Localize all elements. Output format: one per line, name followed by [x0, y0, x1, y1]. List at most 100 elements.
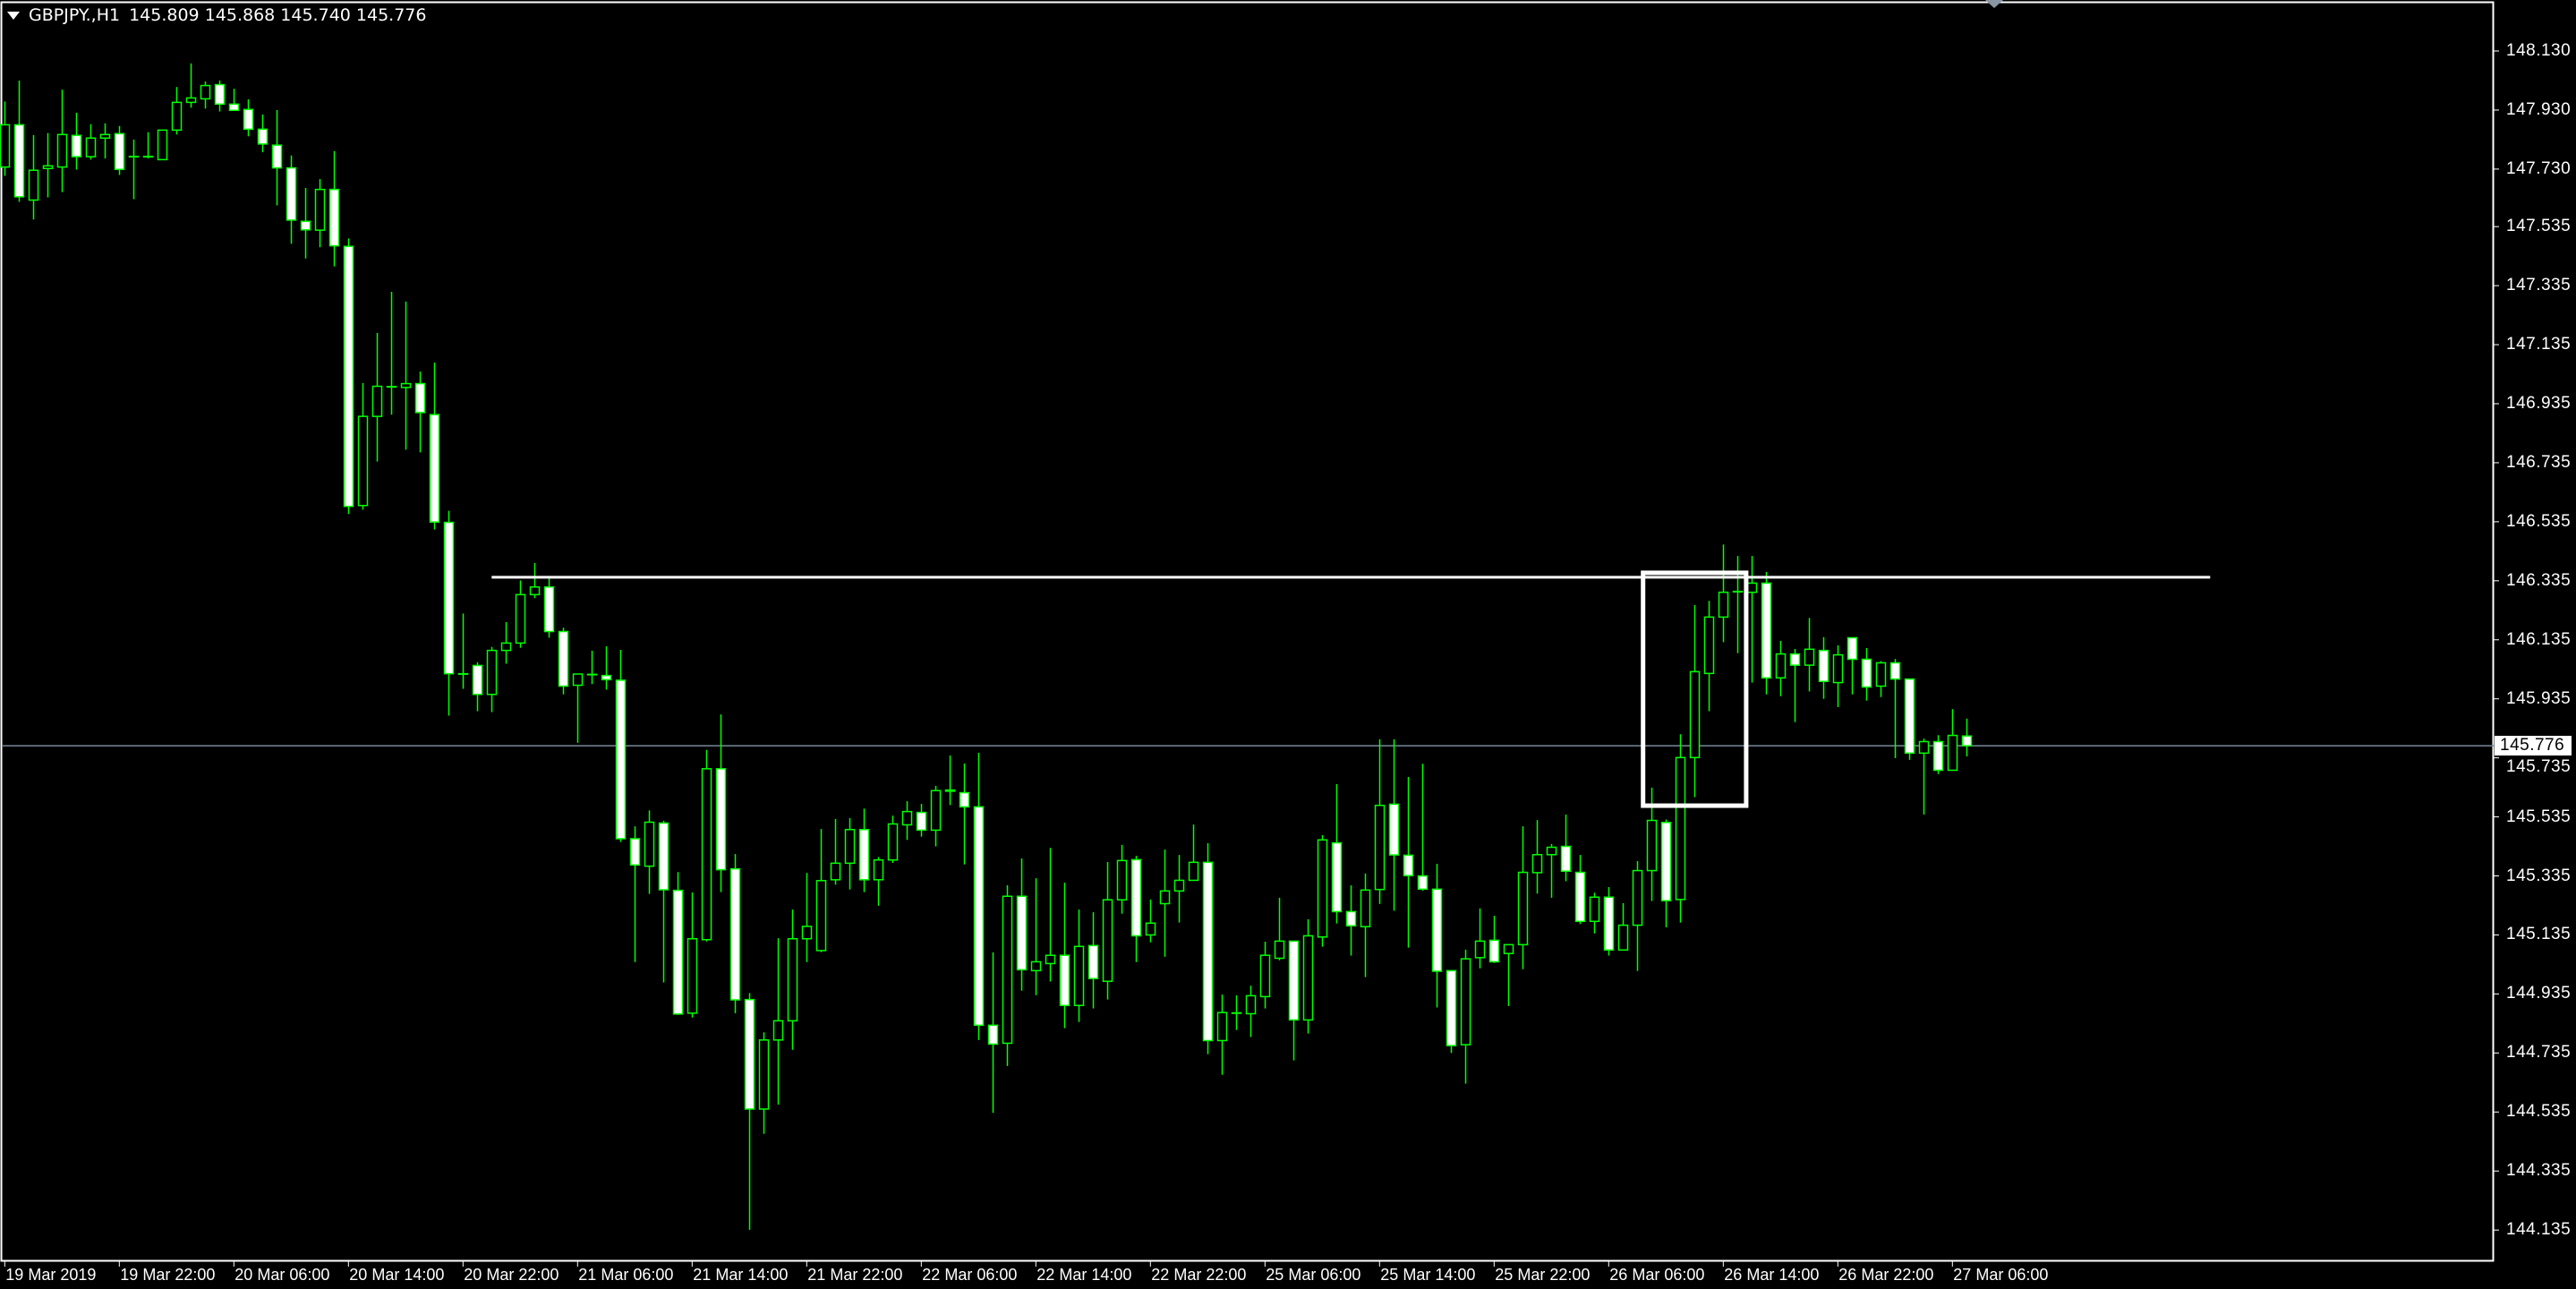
- candle: [572, 673, 584, 743]
- candle-body-bearish: [858, 828, 870, 881]
- candle: [443, 510, 455, 716]
- candle-body-bullish: [1073, 945, 1085, 1006]
- time-tick-label: 22 Mar 14:00: [1036, 1266, 1132, 1284]
- candle-body-bearish: [1331, 841, 1343, 913]
- candle: [114, 125, 125, 175]
- candle-body-bullish: [200, 84, 211, 100]
- price-tick-label: 144.735: [2506, 1043, 2572, 1063]
- candle-body-bearish: [1818, 649, 1830, 682]
- dropdown-triangle-icon[interactable]: [7, 11, 20, 20]
- candle-body-bullish: [887, 823, 899, 861]
- candle-body-bearish: [1932, 740, 1944, 772]
- candle-body-bearish: [1560, 845, 1572, 872]
- candle-body-bearish: [916, 811, 927, 832]
- time-tick-label: 21 Mar 14:00: [693, 1266, 789, 1284]
- candle-body-bearish: [414, 382, 426, 414]
- candle: [1159, 849, 1171, 957]
- candle: [1216, 994, 1228, 1075]
- candle: [858, 808, 870, 892]
- highlight-rectangle[interactable]: [1641, 570, 1749, 808]
- candle-body-bullish: [1188, 861, 1199, 882]
- candle: [1703, 601, 1715, 712]
- price-tick-label: 147.335: [2506, 276, 2572, 295]
- candle-body-bearish: [243, 108, 254, 131]
- candle: [1045, 848, 1056, 982]
- time-tick-label: 19 Mar 22:00: [120, 1266, 216, 1284]
- candle: [1245, 986, 1257, 1037]
- candle: [314, 179, 326, 248]
- time-tick-label: 20 Mar 22:00: [464, 1266, 559, 1284]
- candle-body-bearish: [1431, 888, 1443, 972]
- candle-body-bullish: [1173, 879, 1185, 892]
- candle: [515, 580, 526, 648]
- candle-body-bearish: [715, 768, 727, 871]
- candle: [830, 818, 841, 885]
- candle-body-bullish: [1689, 670, 1701, 759]
- candle: [1202, 842, 1214, 1054]
- candle-body-bullish: [1145, 922, 1156, 936]
- candle-body-bearish: [114, 132, 125, 170]
- symbol-timeframe: GBPJPY.,H1: [29, 5, 121, 25]
- candle-body-bullish: [486, 649, 498, 696]
- candle-body-bearish: [443, 521, 455, 675]
- candle: [71, 112, 82, 170]
- candle: [1789, 648, 1801, 722]
- candle-body-bearish: [1732, 590, 1744, 593]
- candle-body-bearish: [729, 867, 741, 1001]
- price-tick-label: 145.335: [2506, 866, 2572, 885]
- candle-body-bearish: [1847, 636, 1858, 661]
- price-tick-label: 144.935: [2506, 984, 2572, 1003]
- candle-body-bullish: [1216, 1012, 1228, 1042]
- candle-body-bearish: [13, 124, 25, 198]
- candle: [214, 80, 226, 112]
- chart-header: GBPJPY.,H1 145.809 145.868 145.740 145.7…: [7, 5, 426, 25]
- candle: [758, 1032, 770, 1134]
- candle: [701, 749, 712, 942]
- candle: [271, 109, 283, 206]
- candle-body-bearish: [1059, 954, 1070, 1006]
- candle: [1474, 908, 1486, 969]
- time-tick-label: 25 Mar 06:00: [1266, 1266, 1361, 1284]
- candle-body-bullish: [1030, 960, 1042, 972]
- candle-body-bearish: [629, 838, 641, 866]
- candle: [629, 826, 641, 962]
- time-tick-label: 27 Mar 06:00: [1953, 1266, 2049, 1284]
- candle-body-bullish: [1703, 616, 1715, 675]
- candle-body-bullish: [357, 415, 369, 507]
- price-tick-label: 144.335: [2506, 1161, 2572, 1181]
- chart-shift-marker-icon[interactable]: [1985, 0, 2003, 8]
- time-tick-label: 26 Mar 22:00: [1838, 1266, 1934, 1284]
- price-tick-label: 147.535: [2506, 217, 2572, 236]
- candle: [1331, 783, 1343, 924]
- candle: [772, 938, 784, 1105]
- time-tick-label: 19 Mar 2019: [5, 1266, 97, 1284]
- candle: [200, 81, 211, 109]
- candle-body-bearish: [1603, 896, 1615, 952]
- candle-body-bullish: [873, 858, 884, 881]
- current-price-label: 145.776: [2495, 736, 2572, 756]
- candle: [1259, 942, 1271, 1009]
- candle: [1417, 764, 1429, 891]
- time-tick-label: 21 Mar 06:00: [578, 1266, 674, 1284]
- candle-body-bearish: [558, 630, 569, 687]
- price-tick-label: 147.930: [2506, 99, 2572, 119]
- price-tick-label: 147.730: [2506, 158, 2572, 178]
- candle: [300, 187, 311, 259]
- candle: [1231, 995, 1242, 1030]
- axis-ticks: [4, 50, 2499, 1267]
- candle: [414, 371, 426, 453]
- candle: [56, 90, 68, 192]
- candle: [28, 134, 39, 220]
- chart-frame: [0, 1, 2495, 1262]
- candle: [128, 139, 140, 200]
- candle-body-bullish: [1474, 940, 1486, 959]
- candle: [1431, 863, 1443, 1008]
- candle-body-bullish: [1832, 653, 1844, 684]
- candle-body-bullish: [1617, 924, 1629, 952]
- candles: [0, 63, 1973, 1230]
- candle: [987, 952, 999, 1114]
- candle-body-bullish: [830, 862, 841, 881]
- candle: [1460, 949, 1471, 1084]
- candle-body-bullish: [1675, 756, 1686, 901]
